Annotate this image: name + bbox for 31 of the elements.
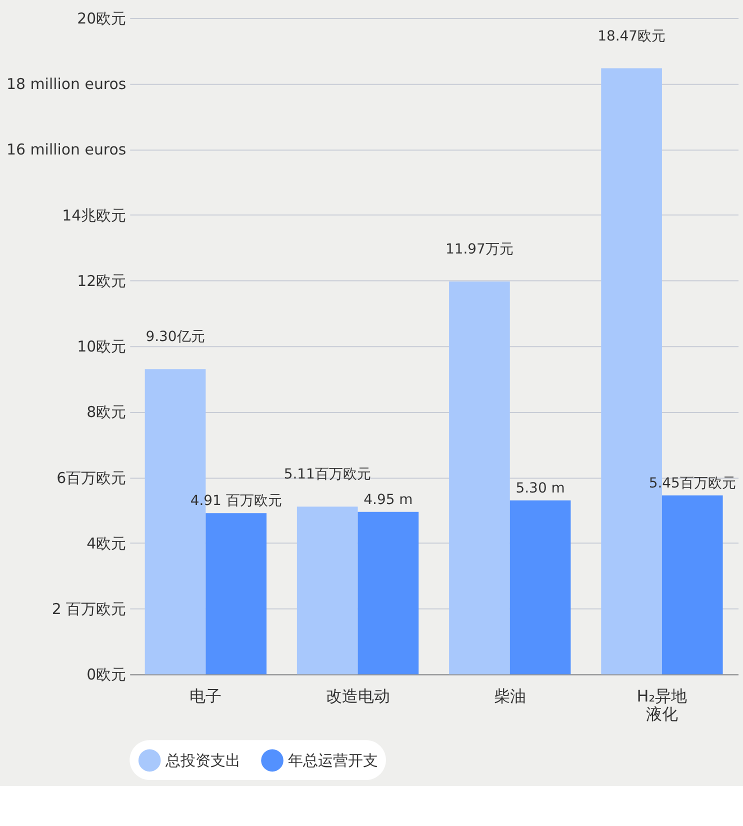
x-tick-label: H₂异地液化 bbox=[636, 686, 688, 724]
bar bbox=[510, 500, 571, 674]
y-tick-label: 6百万欧元 bbox=[56, 468, 126, 487]
legend-label: 总投资支出 bbox=[164, 751, 241, 770]
bar bbox=[206, 513, 267, 674]
bar bbox=[358, 512, 419, 674]
data-label: 9.30亿元 bbox=[146, 329, 205, 346]
data-label: 4.91 百万欧元 bbox=[190, 493, 282, 510]
data-label: 5.45百万欧元 bbox=[648, 475, 736, 492]
y-tick-label: 16 million euros bbox=[6, 140, 126, 159]
y-tick-label: 18 million euros bbox=[6, 75, 126, 94]
y-tick-label: 4欧元 bbox=[86, 534, 126, 552]
y-tick-label: 0欧元 bbox=[86, 666, 126, 684]
y-tick-label: 14兆欧元 bbox=[62, 206, 126, 224]
x-tick-label: 电子 bbox=[190, 686, 222, 706]
y-tick-label: 12欧元 bbox=[77, 272, 126, 290]
bar bbox=[296, 506, 358, 674]
y-tick-label: 20欧元 bbox=[77, 9, 126, 28]
data-label: 5.11百万欧元 bbox=[284, 466, 371, 483]
x-tick-label: 改造电动 bbox=[326, 686, 390, 706]
x-tick-label: 柴油 bbox=[494, 686, 526, 706]
y-tick-label: 8欧元 bbox=[86, 403, 126, 422]
data-label: 5.30 m bbox=[516, 480, 565, 496]
bar bbox=[449, 281, 510, 674]
y-tick-label: 10欧元 bbox=[77, 338, 126, 356]
data-label: 11.97万元 bbox=[445, 242, 514, 258]
legend-label: 年总运营开支 bbox=[288, 751, 378, 770]
y-tick-label: 2 百万欧元 bbox=[52, 600, 126, 618]
bar bbox=[662, 495, 723, 674]
data-label: 18.47欧元 bbox=[598, 28, 666, 44]
data-label: 4.95 m bbox=[364, 492, 413, 508]
